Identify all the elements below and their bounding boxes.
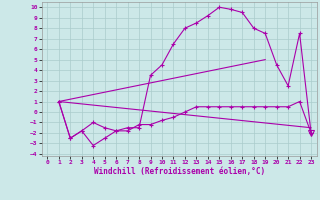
X-axis label: Windchill (Refroidissement éolien,°C): Windchill (Refroidissement éolien,°C) xyxy=(94,167,265,176)
